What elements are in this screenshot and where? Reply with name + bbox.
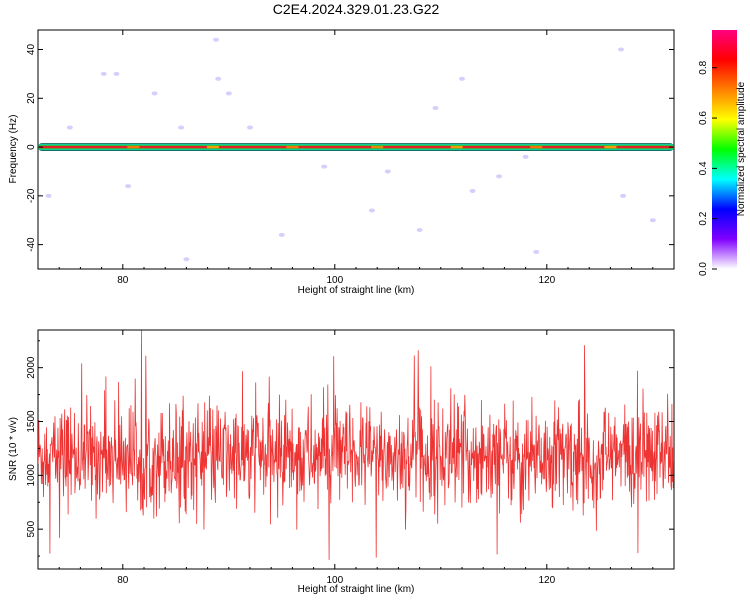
spectrogram-xtick-label: 120 (538, 275, 555, 286)
speckle-15 (533, 249, 540, 254)
speckle-3 (178, 125, 185, 130)
spectrogram-ticks: 80 100 120 40 20 0 -20 -40 (26, 30, 675, 286)
figure-title: C2E4.2024.329.01.23.G22 (273, 1, 440, 17)
snr-xtick-label: 80 (117, 575, 129, 586)
snr-ytick-label: 1000 (26, 464, 37, 487)
speckle-6 (225, 91, 232, 96)
speckle-5 (215, 76, 222, 81)
speckle-4 (213, 37, 220, 42)
colorbar-tick-label: 0.8 (698, 60, 709, 74)
spectrogram-panel: 80 100 120 40 20 0 -20 -40 Height of straight l… (8, 29, 675, 296)
snr-ytick-label: 500 (26, 520, 37, 537)
speckle-8 (278, 232, 285, 237)
snr-line (38, 330, 674, 560)
snr-xlabel: Height of straight line (km) (298, 584, 415, 595)
spectrogram-xtick-label: 100 (326, 275, 343, 286)
band-layer-3 (38, 145, 674, 149)
speckle-24 (432, 106, 439, 111)
speckle-25 (522, 154, 529, 159)
speckle-19 (45, 193, 52, 198)
colorbar-tick-label: 0.6 (698, 111, 709, 125)
spectrogram-ytick-label: -20 (26, 188, 37, 203)
spectrogram-xlabel: Height of straight line (km) (298, 285, 415, 296)
band-highlight-5 (530, 145, 543, 149)
band-highlight-1 (206, 145, 219, 149)
band-highlight-2 (286, 145, 299, 149)
speckle-0 (100, 71, 107, 76)
snr-series (38, 330, 674, 560)
spectrogram-ytick-label: 20 (26, 92, 37, 104)
speckle-20 (66, 125, 73, 130)
band-highlight-3 (371, 145, 384, 149)
spectrogram-ytick-label: 40 (26, 44, 37, 56)
speckle-17 (620, 193, 627, 198)
speckle-2 (151, 91, 158, 96)
spectrogram-ylabel: Frequency (Hz) (8, 115, 19, 184)
snr-panel: 80 100 120 500 1000 1500 2000 Height of straig… (8, 329, 675, 595)
snr-xtick-label: 100 (326, 575, 343, 586)
speckle-23 (321, 164, 328, 169)
spectrogram-speckles (45, 37, 656, 262)
spectrogram-xtick-label: 80 (117, 275, 129, 286)
band-highlight-6 (604, 145, 617, 149)
colorbar: 0.0 0.2 0.4 0.6 0.8 Normalized spectral ampl… (698, 30, 747, 276)
snr-ytick-label: 2000 (26, 356, 37, 379)
speckle-7 (247, 125, 253, 130)
speckle-1 (113, 71, 120, 76)
colorbar-ticks: 0.0 0.2 0.4 0.6 0.8 (698, 60, 717, 276)
speckle-13 (469, 188, 476, 193)
speckle-21 (125, 184, 132, 189)
snr-xtick-label: 120 (538, 575, 555, 586)
speckle-22 (183, 257, 190, 262)
speckle-12 (459, 76, 465, 81)
speckle-11 (416, 227, 423, 232)
spectrogram-ytick-label: 0 (26, 144, 37, 150)
colorbar-tick-label: 0.4 (698, 161, 709, 175)
snr-ytick-label: 1500 (26, 410, 37, 433)
colorbar-label: Normalized spectral amplitude (736, 81, 747, 216)
spectrogram-band (38, 143, 674, 151)
speckle-10 (384, 169, 391, 174)
snr-ylabel: SNR (10 * v/v) (8, 417, 19, 481)
speckle-18 (649, 218, 656, 223)
colorbar-tick-label: 0.2 (698, 211, 709, 225)
speckle-9 (368, 208, 375, 213)
band-highlight-4 (450, 145, 463, 149)
colorbar-gradient (712, 30, 737, 269)
snr-ticks: 80 100 120 500 1000 1500 2000 (26, 330, 675, 586)
speckle-14 (496, 174, 503, 179)
spectrogram-ytick-label: -40 (26, 237, 37, 252)
colorbar-tick-label: 0.0 (698, 262, 709, 276)
speckle-16 (618, 47, 624, 52)
band-highlight-0 (127, 145, 140, 149)
